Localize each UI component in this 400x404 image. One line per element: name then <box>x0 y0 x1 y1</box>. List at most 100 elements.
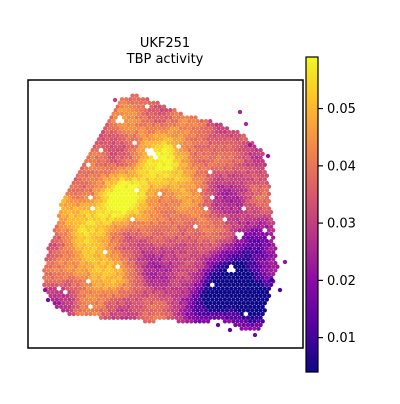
tissue-spot <box>126 217 131 222</box>
tissue-spot <box>243 282 249 288</box>
tissue-spot <box>237 235 242 240</box>
tissue-spot <box>191 250 196 255</box>
tissue-spot <box>163 137 169 142</box>
tissue-spot <box>180 253 186 258</box>
tissue-spot <box>258 228 263 233</box>
tissue-spot <box>262 286 267 291</box>
tissue-spot <box>44 257 49 262</box>
tissue-spot <box>71 297 76 302</box>
tissue-spot <box>245 286 251 291</box>
tissue-spot <box>163 144 169 149</box>
tissue-spot <box>67 304 72 309</box>
tissue-spot <box>235 253 240 258</box>
tissue-spot <box>168 246 173 251</box>
tissue-spot <box>187 140 192 146</box>
tissue-spot <box>155 246 160 251</box>
tissue-spot <box>149 250 154 255</box>
tissue-spot <box>159 290 165 295</box>
tissue-spot <box>201 151 207 157</box>
tissue-spot <box>172 202 177 207</box>
tissue-spot <box>218 268 223 273</box>
tissue-spot <box>117 122 123 127</box>
tissue-spot <box>138 108 144 113</box>
tissue-spot <box>67 246 72 251</box>
tissue-spot <box>61 199 66 204</box>
tissue-spot <box>214 253 219 258</box>
tissue-spot <box>176 282 181 288</box>
tissue-spot <box>184 253 190 258</box>
tissue-spot <box>136 264 141 269</box>
tissue-spot <box>229 155 234 160</box>
tissue-spot <box>239 297 244 302</box>
tissue-spot <box>170 126 175 131</box>
tissue-spot <box>161 213 167 218</box>
tissue-spot <box>178 184 183 189</box>
tissue-spot <box>262 199 267 204</box>
tissue-spot <box>264 246 270 251</box>
tissue-spot <box>103 213 108 218</box>
tissue-spot <box>159 108 165 113</box>
tissue-spot <box>222 217 228 222</box>
tissue-spot <box>252 209 257 215</box>
tissue-spot <box>237 308 242 313</box>
tissue-spot <box>105 195 110 200</box>
tissue-spot <box>187 199 192 204</box>
tissue-spot <box>90 206 95 211</box>
tissue-spot <box>205 319 211 324</box>
tissue-spot <box>262 250 267 255</box>
tissue-spot <box>199 250 204 255</box>
tissue-spot <box>226 319 232 324</box>
tissue-spot <box>119 242 125 248</box>
tissue-spot <box>126 231 131 237</box>
tissue-spot <box>84 311 89 317</box>
tissue-spot <box>119 169 125 175</box>
tissue-spot <box>239 239 244 244</box>
tissue-spot <box>159 246 165 251</box>
tissue-spot <box>119 220 125 226</box>
tissue-spot <box>239 159 244 164</box>
tissue-spot <box>130 166 135 171</box>
tissue-spot <box>178 293 183 298</box>
tissue-spot <box>96 268 102 273</box>
tissue-spot <box>126 304 131 309</box>
tissue-spot <box>239 275 244 280</box>
tissue-spot <box>163 282 169 288</box>
tissue-spot <box>126 144 131 149</box>
tissue-spot <box>247 188 253 193</box>
chart-title: UKF251 <box>140 36 190 51</box>
tissue-spot <box>119 308 125 313</box>
tissue-spot <box>63 260 68 266</box>
tissue-spot <box>258 264 263 269</box>
tissue-spot <box>153 257 158 262</box>
tissue-spot <box>157 133 162 138</box>
tissue-spot <box>250 213 255 218</box>
tissue-spot <box>174 250 179 255</box>
tissue-spot <box>157 271 162 277</box>
tissue-spot <box>147 166 152 171</box>
tissue-spot <box>224 169 230 175</box>
tissue-spot <box>180 282 186 288</box>
tissue-spot <box>201 297 207 302</box>
tissue-spot <box>205 180 211 186</box>
tissue-spot <box>224 199 230 204</box>
tissue-spot <box>184 260 190 266</box>
tissue-spot <box>216 140 221 146</box>
tissue-spot <box>239 304 244 309</box>
tissue-spot <box>94 279 99 284</box>
tissue-spot <box>231 253 236 258</box>
tissue-spot <box>92 159 97 164</box>
tissue-spot <box>163 231 169 237</box>
tissue-spot <box>75 224 81 229</box>
tissue-spot <box>256 173 261 178</box>
tissue-spot <box>199 300 204 306</box>
tissue-spot <box>103 300 108 306</box>
tissue-spot <box>231 239 236 244</box>
tissue-spot <box>69 264 74 269</box>
tissue-spot <box>69 279 74 284</box>
tissue-spot <box>113 282 118 288</box>
tissue-spot <box>222 282 228 288</box>
tissue-spot <box>269 277 275 283</box>
tissue-spot <box>109 290 114 295</box>
tissue-spot <box>189 260 194 266</box>
tissue-spot <box>178 271 183 277</box>
